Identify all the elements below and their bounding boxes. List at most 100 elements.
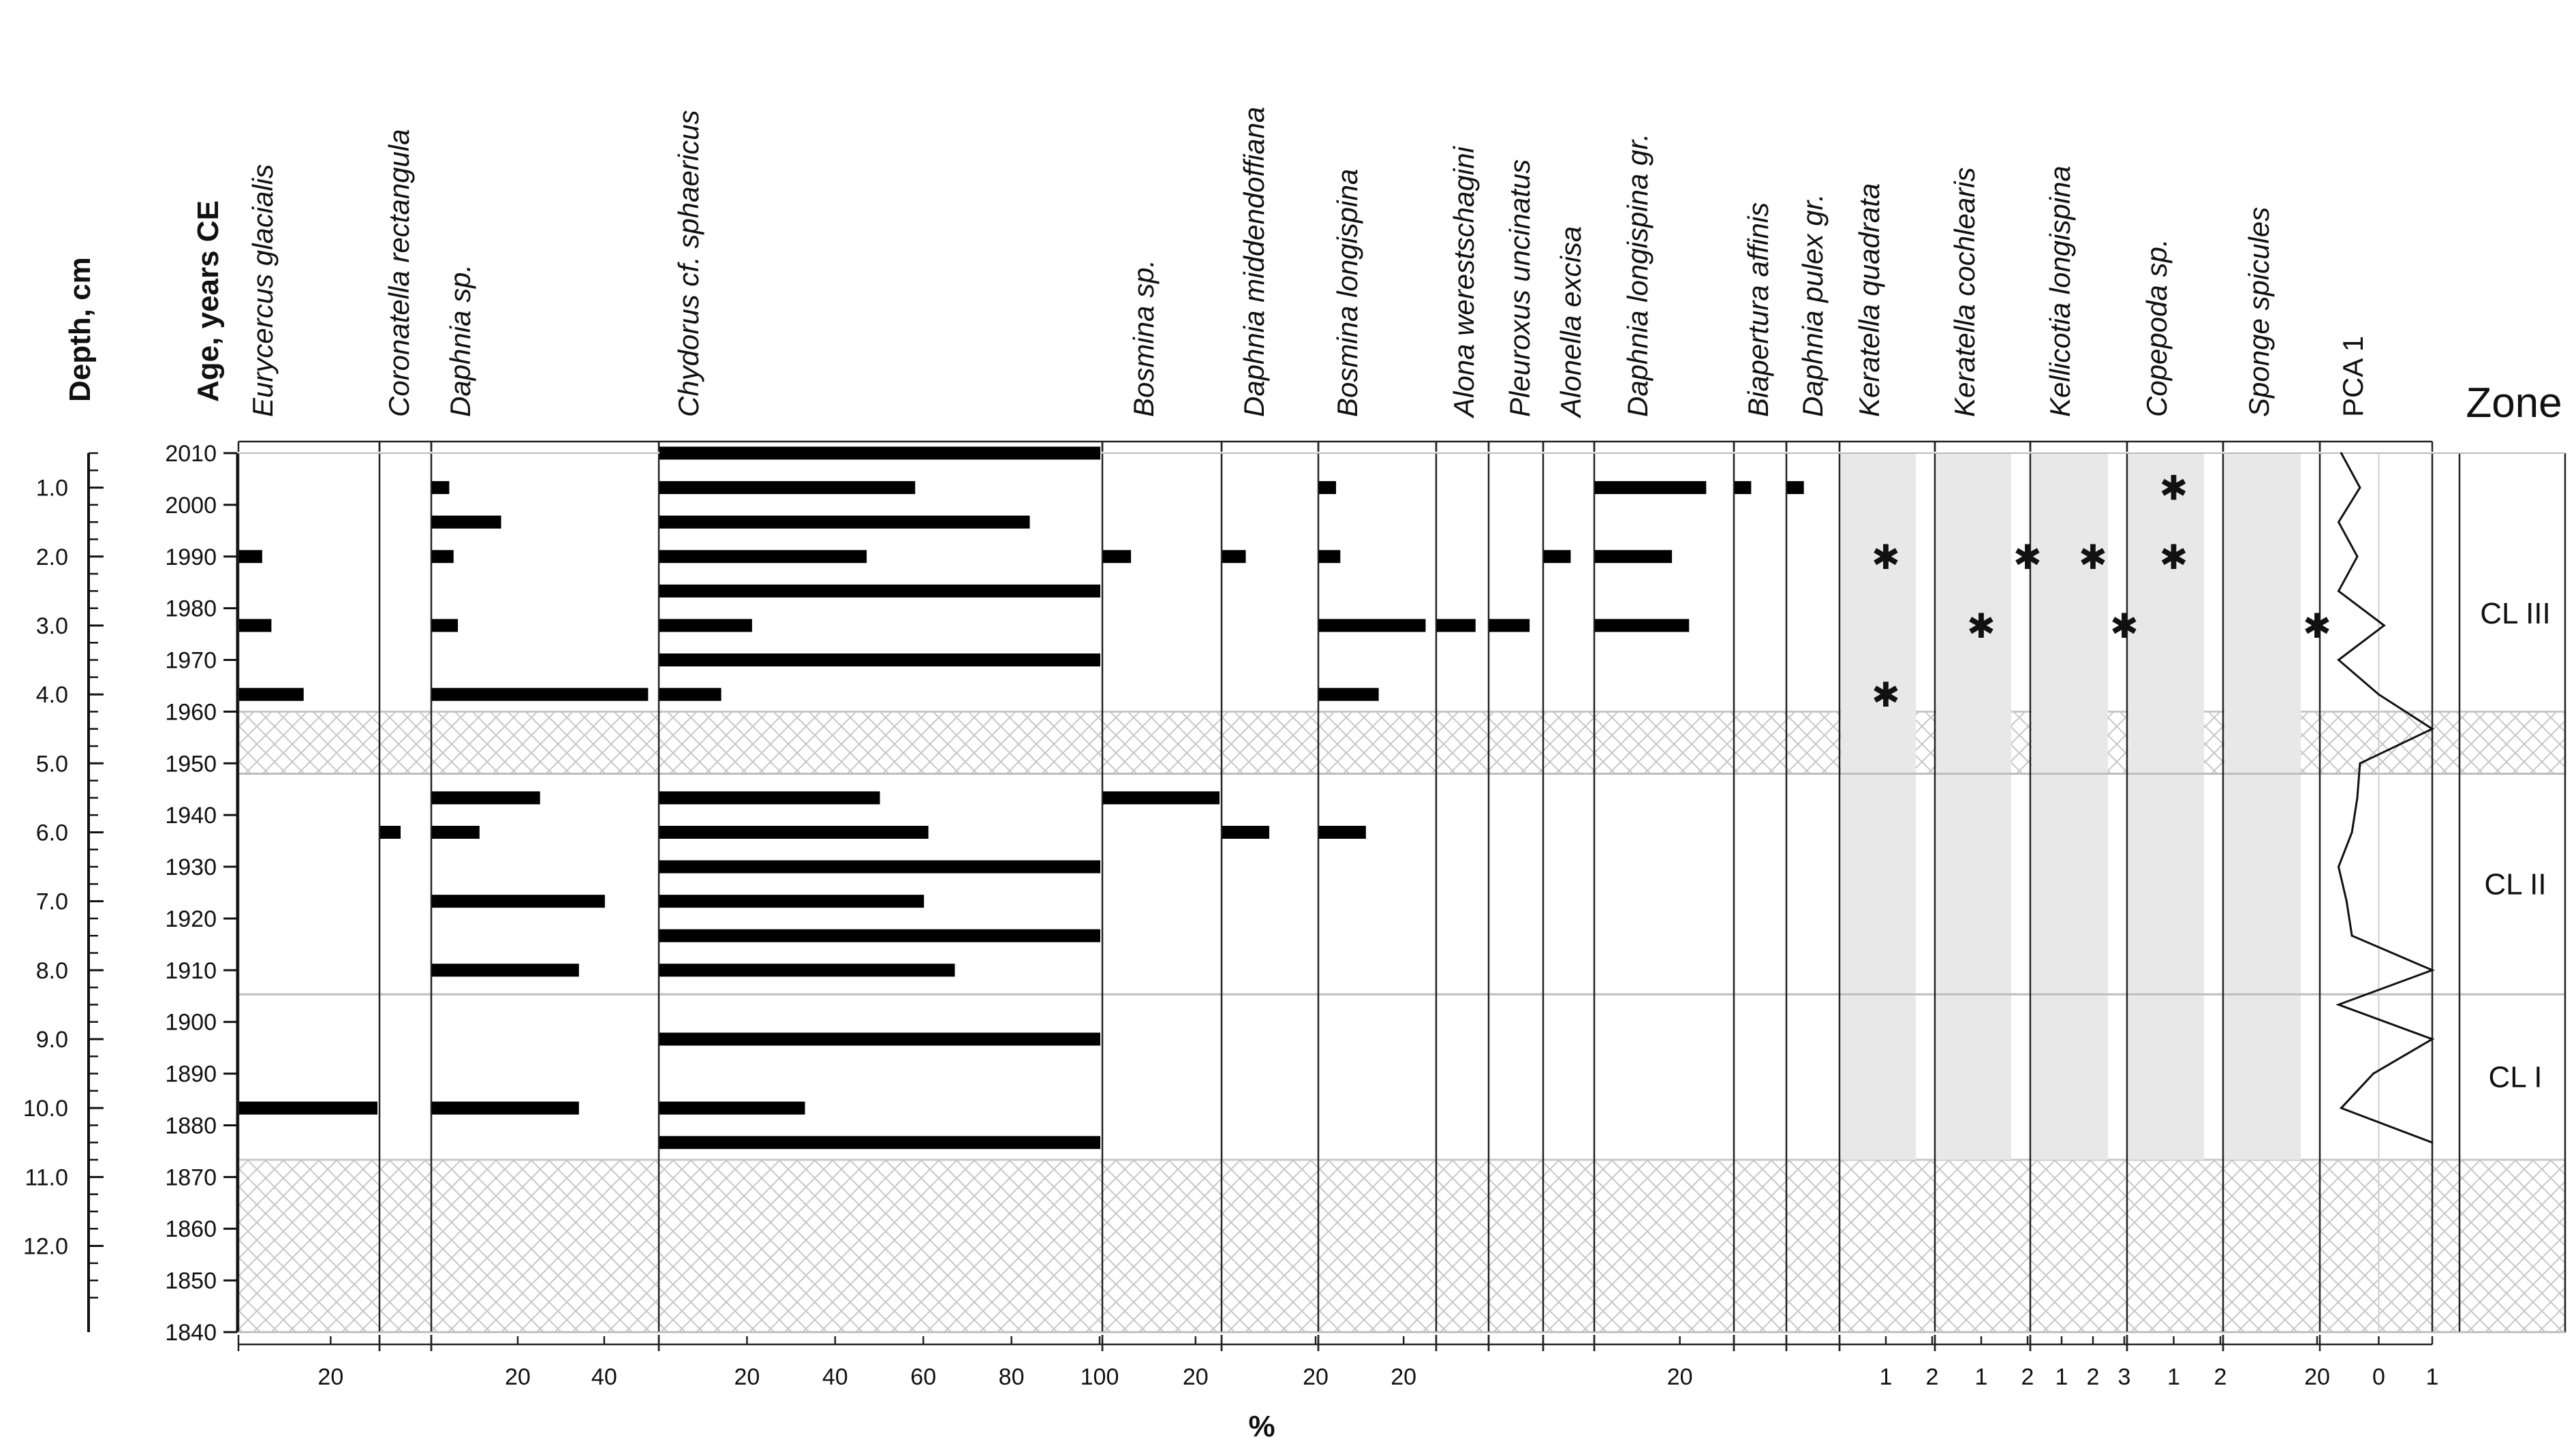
age-tick-label: 2010 xyxy=(165,441,217,467)
pca-point xyxy=(2356,555,2359,558)
bar-daphnia-sp xyxy=(432,515,501,529)
zone-label-cl-iii: CL III xyxy=(2480,597,2551,630)
bar-pleuroxus-uncinatus xyxy=(1489,619,1530,632)
pca-point xyxy=(2345,900,2348,903)
bar-daphnia-sp xyxy=(432,895,605,908)
depth-tick-label: 10.0 xyxy=(23,1096,68,1122)
bar-chydorus-cf-sphaericus xyxy=(659,929,1100,942)
depth-tick-label: 12.0 xyxy=(23,1234,68,1260)
marker-keratella-cochlearis: ✱ xyxy=(1967,606,1996,646)
bar-daphnia-sp xyxy=(432,1101,579,1115)
age-tick-label: 1850 xyxy=(165,1268,217,1294)
bar-bosmina-longispina xyxy=(1319,688,1379,701)
bar-daphnia-sp xyxy=(432,550,454,564)
pca-point xyxy=(2338,865,2340,868)
bottom-tick-label: 40 xyxy=(591,1364,617,1390)
zone-label-cl-i: CL I xyxy=(2488,1061,2542,1094)
taxon-label-coronatella-rectangula: Coronatella rectangula xyxy=(383,129,415,417)
column-lines-layer xyxy=(87,440,2566,1351)
data-marks-layer: ✱✱✱✱✱✱✱✱✱ xyxy=(239,446,2436,1150)
x-axis-label: % xyxy=(1248,1410,1275,1443)
bar-chydorus-cf-sphaericus xyxy=(659,1136,1100,1150)
taxon-label-copepoda-sp: Copepoda sp. xyxy=(2141,238,2173,417)
bar-eurycercus-glacialis xyxy=(239,619,272,632)
depth-tick-label: 9.0 xyxy=(36,1027,68,1053)
bar-daphnia-sp xyxy=(432,791,540,805)
bar-daphnia-pulex-gr xyxy=(1787,481,1804,495)
depth-tick-label: 6.0 xyxy=(36,820,68,846)
bar-daphnia-longispina-gr xyxy=(1595,481,1707,495)
taxon-label-alona-werestschagini: Alona werestschagini xyxy=(1448,145,1480,419)
marker-copepoda-sp: ✱ xyxy=(2160,538,2188,577)
age-axis-title: Age, years CE xyxy=(191,200,225,402)
marker-sponge-spicules: ✱ xyxy=(2303,606,2331,646)
bottom-tick-label: 20 xyxy=(317,1364,343,1390)
bar-chydorus-cf-sphaericus xyxy=(659,481,916,495)
age-tick-label: 1960 xyxy=(165,699,217,725)
pca-point xyxy=(2338,1003,2340,1006)
taxon-label-chydorus-cf-sphaericus: Chydorus cf. sphaericus xyxy=(672,110,704,417)
shaded-column-copepoda-sp xyxy=(2128,453,2204,1160)
pca-point xyxy=(2350,934,2353,937)
bar-daphnia-longispina-gr xyxy=(1595,550,1673,564)
taxon-label-pleuroxus-uncinatus: Pleuroxus uncinatus xyxy=(1504,159,1536,417)
age-tick-label: 1880 xyxy=(165,1113,217,1139)
bar-chydorus-cf-sphaericus xyxy=(659,446,1100,460)
bottom-tick-label: 1 xyxy=(1975,1364,1988,1390)
marker-kellicotia-longispina: ✱ xyxy=(2079,538,2107,577)
bar-daphnia-middendoffiana xyxy=(1222,825,1269,839)
taxon-label-sponge-spicules: Sponge spicules xyxy=(2243,207,2275,417)
depth-tick-label: 8.0 xyxy=(36,958,68,984)
bar-chydorus-cf-sphaericus xyxy=(659,688,721,701)
hatched-interval-2 xyxy=(236,1158,2566,1333)
taxon-label-daphnia-longispina-gr: Daphnia longispina gr. xyxy=(1621,134,1654,417)
pca-point xyxy=(2338,589,2340,592)
pca-point xyxy=(2431,1141,2434,1144)
marker-keratella-cochlearis: ✱ xyxy=(2013,538,2042,577)
bar-bosmina-longispina xyxy=(1319,550,1341,564)
bottom-tick-label: 1 xyxy=(1880,1364,1893,1390)
bar-alona-werestschagini xyxy=(1437,619,1476,632)
pca-tick-label: 0 xyxy=(2372,1364,2385,1390)
pca-point xyxy=(2356,797,2359,799)
labels-layer: 1.0 2.0 3.0 4.0 5.0 6.0 7.0 8.0 9.0 10.0 11.0 12.0 D… xyxy=(23,107,2562,1443)
bottom-tick-label: 40 xyxy=(822,1364,848,1390)
depth-tick-label: 5.0 xyxy=(36,751,68,777)
hatched-gap-layer xyxy=(236,710,2566,1333)
age-tick-label: 1970 xyxy=(165,648,217,674)
taxon-label-bosmina-longispina: Bosmina longispina xyxy=(1331,169,1363,417)
pca-point xyxy=(2431,969,2434,972)
shaded-column-sponge-spicules xyxy=(2224,453,2301,1160)
pca-point xyxy=(2431,728,2434,730)
bottom-tick-label: 2 xyxy=(2087,1364,2100,1390)
bar-daphnia-middendoffiana xyxy=(1222,550,1246,564)
taxon-label-daphnia-pulex-gr: Daphnia pulex gr. xyxy=(1797,194,1829,417)
depth-axis-title: Depth, cm xyxy=(63,257,97,402)
depth-tick-label: 7.0 xyxy=(36,889,68,915)
bar-daphnia-sp xyxy=(432,619,459,632)
pca-point xyxy=(2383,624,2385,627)
bar-chydorus-cf-sphaericus xyxy=(659,791,880,805)
taxon-label-alonella-excisa: Alonella excisa xyxy=(1555,226,1587,419)
depth-tick-label: 1.0 xyxy=(36,476,68,502)
pca-point xyxy=(2359,487,2361,489)
shaded-column-keratella-cochlearis xyxy=(1936,453,2011,1160)
bar-chydorus-cf-sphaericus xyxy=(659,825,929,839)
taxon-label-keratella-quadrata: Keratella quadrata xyxy=(1853,183,1885,417)
bottom-tick-label: 20 xyxy=(1303,1364,1329,1390)
bottom-tick-label: 2 xyxy=(2021,1364,2034,1390)
bar-bosmina-longispina xyxy=(1319,481,1337,495)
bar-daphnia-sp xyxy=(432,688,649,701)
bar-chydorus-cf-sphaericus xyxy=(659,895,925,908)
pca-point xyxy=(2359,762,2361,765)
pca-point xyxy=(2340,452,2342,454)
age-tick-label: 1980 xyxy=(165,596,217,622)
depth-tick-label: 4.0 xyxy=(36,682,68,708)
zone-title: Zone xyxy=(2466,380,2562,427)
marker-keratella-quadrata: ✱ xyxy=(1872,675,1900,715)
taxon-label-keratella-cochlearis: Keratella cochlearis xyxy=(1949,167,1981,417)
bar-daphnia-sp xyxy=(432,481,450,495)
bar-bosmina-longispina xyxy=(1319,825,1366,839)
bar-chydorus-cf-sphaericus xyxy=(659,550,867,564)
marker-copepoda-sp: ✱ xyxy=(2160,469,2188,508)
